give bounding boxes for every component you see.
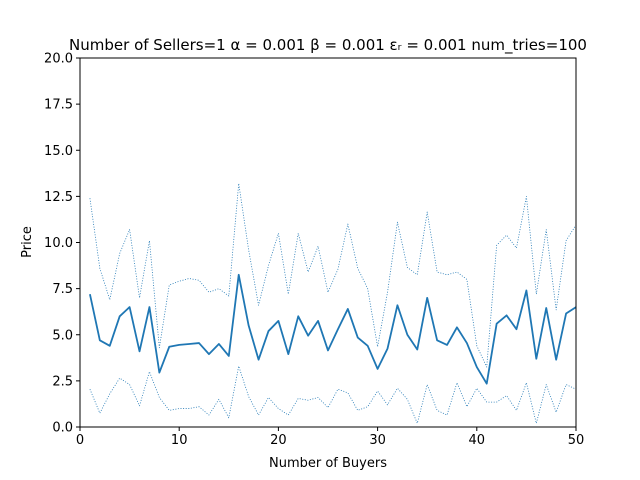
y-tick-label: 15.0: [44, 144, 73, 159]
x-tick-label: 30: [369, 433, 386, 448]
y-axis: 0.0 2.5 5.0 7.5 10.0 12.5 15.0 17.5 20.0: [44, 52, 80, 436]
mean-price-line: [89, 273, 577, 385]
x-tick-label: 0: [76, 433, 84, 448]
y-tick-label: 12.5: [44, 190, 73, 205]
x-axis-label: Number of Buyers: [269, 456, 387, 471]
x-tick-label: 10: [171, 433, 188, 448]
y-tick-label: 17.5: [44, 98, 73, 113]
plot-frame: [79, 57, 577, 428]
y-tick-label: 0.0: [52, 421, 73, 436]
y-tick-label: 20.0: [44, 52, 73, 67]
x-tick-label: 40: [469, 433, 486, 448]
y-tick-label: 7.5: [52, 282, 73, 297]
chart-title: Number of Sellers=1 α = 0.001 β = 0.001 …: [69, 36, 587, 55]
y-axis-label: Price: [20, 226, 35, 258]
bound-price-line-1: [89, 183, 577, 368]
x-tick-label: 20: [270, 433, 287, 448]
x-axis: 0 10 20 30 40 50: [76, 427, 584, 448]
y-tick-label: 10.0: [44, 236, 73, 251]
x-tick-label: 50: [568, 433, 585, 448]
bound-price-line-2: [89, 365, 577, 424]
y-tick-label: 5.0: [52, 328, 73, 343]
series-layer: [89, 183, 577, 424]
y-tick-label: 2.5: [52, 374, 73, 389]
